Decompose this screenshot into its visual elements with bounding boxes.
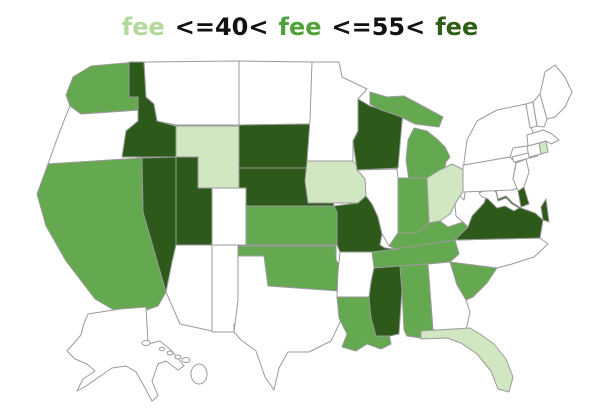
hawaii-island-3	[166, 350, 174, 356]
hawaii-island-6	[190, 363, 208, 385]
title-fee-dark: fee	[435, 13, 479, 41]
state-arizona	[165, 244, 213, 332]
hawaii-island-5	[181, 357, 191, 363]
state-alabama	[399, 263, 434, 339]
state-maine	[539, 64, 573, 120]
hawaii-island-2	[159, 346, 165, 352]
state-new-york	[463, 103, 539, 166]
title-fee-light: fee	[121, 13, 165, 41]
state-montana	[143, 60, 240, 126]
title-threshold-55: <=55<	[331, 13, 426, 41]
state-illinois	[356, 168, 399, 247]
state-new-hampshire	[532, 93, 548, 128]
state-colorado	[211, 187, 247, 246]
state-kansas	[245, 205, 338, 246]
state-north-carolina	[449, 237, 549, 269]
state-indiana	[397, 177, 430, 234]
state-mississippi	[368, 265, 403, 337]
state-texas	[233, 255, 342, 391]
hawaii-island-1	[141, 340, 151, 346]
state-massachusetts	[526, 129, 560, 147]
state-hawaii	[141, 340, 208, 385]
state-alaska	[66, 306, 185, 402]
hawaii-island-4	[174, 354, 182, 360]
figure-title: fee <=40< fee <=55< fee	[0, 13, 600, 41]
state-maryland	[478, 187, 520, 212]
state-new-mexico	[211, 244, 239, 333]
state-south-dakota	[238, 123, 317, 169]
state-michigan	[369, 91, 451, 181]
state-north-dakota	[238, 60, 314, 126]
title-threshold-40: <=40<	[174, 13, 269, 41]
title-fee-mid: fee	[278, 13, 322, 41]
state-florida	[420, 327, 514, 393]
